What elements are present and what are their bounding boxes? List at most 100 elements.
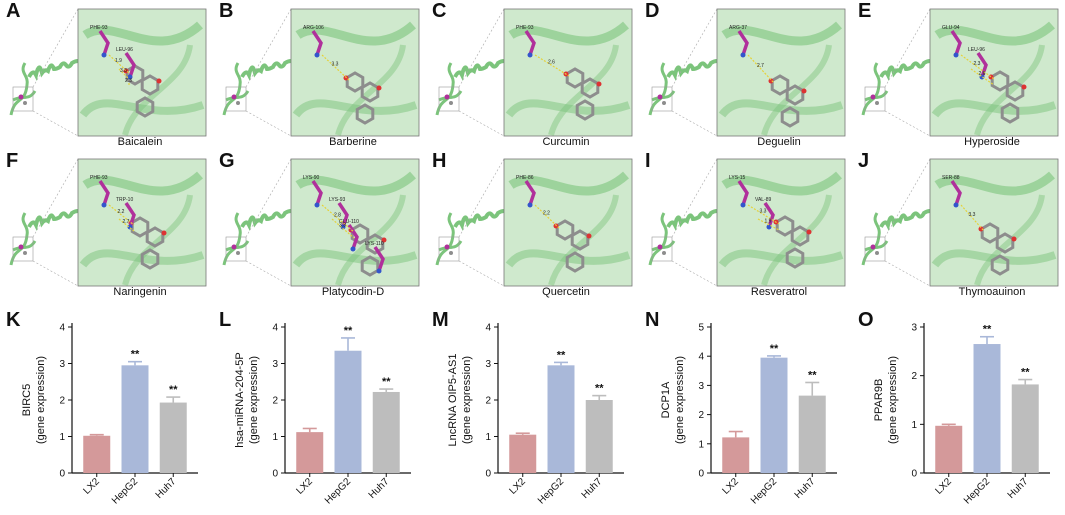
panel-letter: B [219, 0, 234, 22]
bar [159, 402, 187, 473]
x-tick-label: Huh7 [580, 476, 605, 501]
y-tick-label: 0 [698, 469, 704, 480]
distance-label: 3.3 [332, 62, 339, 68]
y-tick-label: 0 [59, 469, 65, 480]
y-axis-label: LncRNA OIP5-AS1 [447, 354, 459, 447]
h-bond: 2.6 [534, 54, 570, 77]
binding-site-zoom: PHE-93 2.6 [503, 8, 633, 137]
residue: LYS-93 [329, 197, 349, 230]
protein-overview [861, 158, 931, 287]
residue: GLU-110 [339, 219, 359, 252]
residue: SER-88 [942, 175, 962, 208]
distance-label: 1.9 [765, 219, 772, 225]
h-bond: 1.9 [108, 54, 130, 74]
compound-name: Resveratrol [750, 286, 808, 298]
ligand-molecule [773, 215, 812, 269]
x-tick-label: LX2 [508, 476, 529, 497]
significance-label: ** [131, 349, 140, 361]
residue: PHE-93 [90, 175, 110, 208]
significance-label: ** [557, 349, 566, 361]
significance-label: ** [770, 343, 779, 355]
distance-label: 2.2 [543, 211, 550, 217]
bar [509, 434, 537, 473]
residue-label: PHE-93 [90, 25, 108, 31]
residue-label: LEU-96 [116, 47, 133, 53]
y-tick-label: 1 [272, 432, 278, 443]
h-bond: 3.3 [747, 204, 780, 225]
y-tick-label: 4 [698, 352, 704, 363]
residue-label: LEU-96 [968, 47, 985, 53]
docking-structure: SER-88 3.3 [861, 158, 1059, 287]
protein-overview [222, 158, 292, 287]
bar [760, 357, 788, 473]
binding-site-zoom: LYS-15 VAL-89 3.3 1.9 [716, 158, 846, 287]
y-axis-label: (gene expression) [248, 356, 260, 444]
y-tick-label: 2 [272, 396, 278, 407]
panel-letter: F [6, 150, 19, 172]
bar-chart: LncRNA OIP5-AS1 (gene expression) 0 1 2 3 4 LX2… [447, 323, 624, 507]
h-bond: 3.3 [331, 218, 355, 239]
panel-letter: M [432, 309, 449, 331]
significance-label: ** [808, 369, 817, 381]
h-bond: 2.2 [534, 204, 560, 229]
x-tick-label: HepG2 [536, 476, 566, 506]
residue: LYS-15 [729, 175, 749, 208]
docking-structure: PHE-86 2.2 [435, 158, 633, 287]
bar [334, 350, 362, 473]
y-axis-label: (gene expression) [461, 356, 473, 444]
x-tick-label: Huh7 [154, 476, 179, 501]
distance-label: 3.3 [339, 223, 346, 229]
docking-structure: PHE-93 LEU-96 1.9 3.3 2.3 [9, 8, 207, 137]
compound-name: Baicalein [117, 136, 163, 148]
residue-label: LYS-15 [729, 175, 746, 181]
bar-chart: BIRC5 (gene expression) 0 1 2 3 4 LX2 ** HepG2 ** H… [21, 323, 198, 507]
significance-label: ** [1021, 367, 1030, 379]
significance-label: ** [983, 324, 992, 336]
y-tick-label: 3 [911, 323, 917, 334]
y-axis-label: hsa-miRNA-204-5P [234, 352, 246, 447]
h-bond: 2.6 [970, 68, 995, 86]
binding-site-zoom: ARG-106 3.3 [290, 8, 420, 137]
bar [83, 435, 111, 473]
distance-label: 2.6 [979, 71, 986, 77]
y-tick-label: 2 [911, 371, 917, 382]
y-tick-label: 1 [911, 420, 917, 431]
bar-chart: DCP1A (gene expression) 0 1 2 3 4 5 LX2 ** HepG2 **… [660, 323, 837, 507]
y-tick-label: 3 [698, 381, 704, 392]
h-bond: 2.7 [747, 54, 775, 84]
y-axis-label: (gene expression) [887, 356, 899, 444]
protein-overview [861, 8, 931, 137]
significance-label: ** [382, 376, 391, 388]
distance-label: 2.6 [548, 60, 555, 66]
bar [973, 344, 1001, 473]
binding-site-zoom: PHE-93 TRP-10 2.2 2.7 [77, 158, 207, 287]
compound-name: Deguelin [757, 136, 801, 148]
x-tick-label: HepG2 [110, 476, 140, 506]
x-tick-label: LX2 [934, 476, 955, 497]
y-tick-label: 2 [59, 396, 65, 407]
h-bond: 3.3 [321, 54, 350, 81]
residue: ARG-106 [303, 25, 324, 58]
y-tick-label: 3 [272, 359, 278, 370]
residue: PHE-93 [90, 25, 110, 58]
y-axis-label: (gene expression) [35, 356, 47, 444]
docking-structure: ARG-106 3.3 [222, 8, 420, 137]
y-tick-label: 4 [485, 323, 491, 334]
compound-name: Curcumin [542, 136, 590, 148]
compound-name: Hyperoside [964, 136, 1020, 148]
panel-letter: E [858, 0, 872, 22]
ligand-molecule [343, 71, 382, 125]
y-tick-label: 1 [698, 439, 704, 450]
significance-label: ** [169, 384, 178, 396]
y-axis-label: PPAR9B [873, 379, 885, 422]
residue-label: GLU-94 [942, 25, 960, 31]
binding-site-zoom: LYS-90 LYS-93 GLU-110 LYS-110 2.8 3.3 [290, 158, 420, 287]
h-bond: 1.9 [757, 218, 780, 231]
docking-structure: ARG-37 2.7 [648, 8, 846, 137]
panel-letter: L [219, 309, 232, 331]
x-tick-label: Huh7 [1006, 476, 1031, 501]
h-bond: 2.8 [321, 204, 355, 233]
h-bond: 2.7 [118, 218, 135, 232]
compound-name: Thymoauinon [958, 286, 1026, 298]
x-tick-label: LX2 [295, 476, 316, 497]
